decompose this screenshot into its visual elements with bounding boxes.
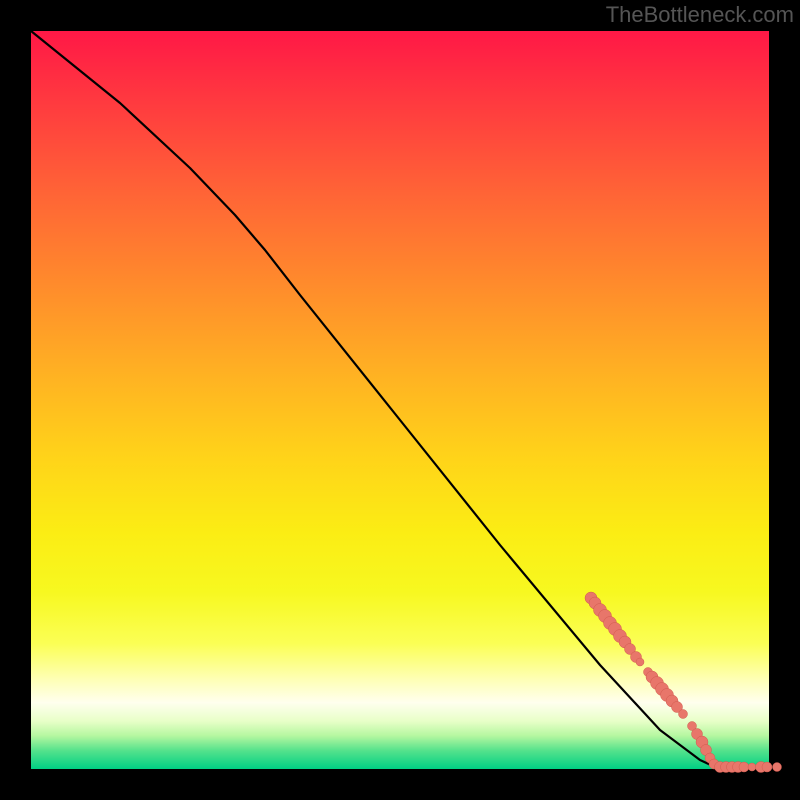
bottleneck-chart <box>0 0 800 800</box>
chart-container: TheBottleneck.com <box>0 0 800 800</box>
data-point <box>679 710 688 719</box>
data-point <box>762 762 772 772</box>
plot-area <box>31 31 769 769</box>
data-point <box>773 763 782 772</box>
data-point <box>748 763 756 771</box>
data-point <box>739 762 749 772</box>
data-point <box>636 658 644 666</box>
watermark-text: TheBottleneck.com <box>606 2 794 28</box>
